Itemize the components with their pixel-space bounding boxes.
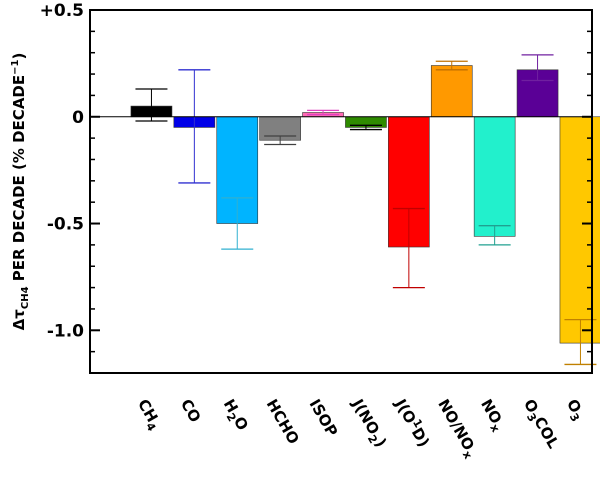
error-bar-o3col bbox=[521, 54, 554, 82]
bars bbox=[130, 65, 600, 344]
x-tick-label: CO bbox=[177, 396, 204, 426]
error-bar-j-no2- bbox=[349, 124, 382, 131]
error-bars bbox=[135, 54, 597, 366]
bar-no-nox bbox=[430, 65, 473, 118]
y-tick-label: -0.5 bbox=[47, 215, 84, 235]
error-bar-nox bbox=[478, 225, 511, 246]
error-bar-hcho bbox=[264, 135, 297, 146]
x-tick-label: J(NO2) bbox=[345, 395, 390, 452]
y-axis-title: ΔτCH4 PER DECADE (% DECADE−1) bbox=[10, 53, 31, 331]
plot-frame bbox=[89, 9, 593, 374]
error-bar-no-nox bbox=[435, 60, 468, 71]
x-tick-label: CH4 bbox=[131, 396, 165, 434]
x-tick-label: H2O bbox=[217, 396, 252, 435]
error-bar-co bbox=[178, 69, 211, 184]
y-tick-label: 0 bbox=[72, 108, 84, 128]
x-tick-label: J(O1D) bbox=[391, 394, 435, 450]
bar-o3 bbox=[559, 116, 600, 344]
error-bar-h2o bbox=[221, 197, 254, 250]
x-tick-label: NOx bbox=[475, 396, 509, 435]
x-tick-label: O3COL bbox=[517, 396, 562, 453]
x-tick-label: O3 bbox=[560, 396, 588, 424]
x-tick-label: NO/NOx bbox=[432, 396, 482, 461]
error-bar-ch4 bbox=[135, 88, 168, 122]
error-bar-isop bbox=[307, 109, 340, 116]
x-tick-label: HCHO bbox=[263, 396, 303, 447]
x-axis-labels: CH4 CO H2O HCHO ISOP J(NO2)J(O1D) NO/NOxNOxO3C… bbox=[131, 394, 588, 461]
y-tick-label: -1.0 bbox=[47, 321, 84, 341]
x-tick-label: ISOP bbox=[306, 396, 342, 440]
y-tick-label: +0.5 bbox=[40, 1, 84, 21]
y-axis-ticks: +0.5 0 -0.5 -1.0 bbox=[40, 1, 592, 374]
error-bar-j-o1d- bbox=[392, 207, 425, 289]
y-axis-label: ΔτCH4 PER DECADE (% DECADE−1) bbox=[10, 53, 31, 331]
bar-nox bbox=[473, 116, 516, 237]
